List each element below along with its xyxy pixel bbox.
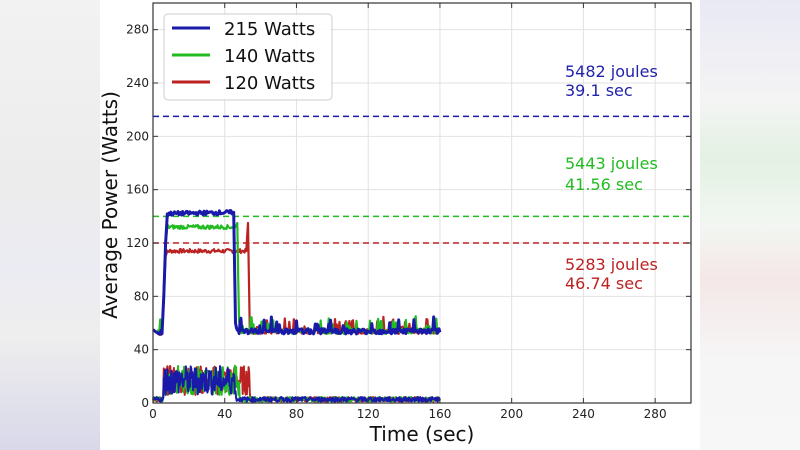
x-tick-label: 80: [289, 407, 304, 421]
annotation-120-time: 46.74 sec: [565, 274, 643, 293]
x-tick-label: 40: [217, 407, 232, 421]
power-chart: 0 40 80 120 160 200 240 280 0 40 80 120 160 200 240 280…: [100, 2, 692, 446]
annotation-120-energy: 5283 joules: [565, 255, 658, 274]
annotation-140-energy: 5443 joules: [565, 154, 658, 173]
y-axis-label: Average Power (Watts): [100, 91, 122, 319]
y-tick-label: 240: [126, 76, 149, 90]
legend-label-140: 140 Watts: [224, 46, 315, 67]
grid-lines: [152, 3, 691, 404]
axis-ticks: 0 40 80 120 160 200 240 280 0 40 80 120 160 200 240 280: [126, 3, 691, 421]
x-tick-label: 160: [428, 407, 451, 421]
legend-item-215: 215 Watts: [172, 19, 315, 40]
y-tick-label: 200: [126, 129, 149, 143]
x-tick-label: 120: [357, 407, 380, 421]
y-tick-label: 160: [126, 183, 149, 197]
legend-box: [163, 13, 333, 101]
x-tick-label: 280: [644, 407, 667, 421]
legend-item-140: 140 Watts: [172, 46, 315, 67]
axes-frame: [152, 2, 692, 404]
legend-label-215: 215 Watts: [224, 19, 315, 40]
legend-item-120: 120 Watts: [172, 73, 315, 94]
upper-trace-215: [152, 209, 442, 336]
y-tick-label: 280: [126, 23, 149, 37]
y-tick-label: 40: [134, 343, 149, 357]
background-blur-left: [0, 0, 100, 450]
annotation-215-time: 39.1 sec: [565, 81, 633, 100]
annotation-215: 5482 joules 39.1 sec: [565, 62, 658, 100]
y-tick-label: 120: [126, 236, 149, 250]
x-axis-label: Time (sec): [369, 422, 475, 446]
y-tick-label: 0: [141, 396, 149, 410]
annotation-140: 5443 joules 41.56 sec: [565, 154, 658, 194]
legend-label-120: 120 Watts: [224, 73, 315, 94]
y-tick-label: 80: [134, 289, 149, 303]
x-tick-label: 200: [500, 407, 523, 421]
chart-figure: 0 40 80 120 160 200 240 280 0 40 80 120 160 200 240 280…: [100, 0, 700, 450]
annotation-215-energy: 5482 joules: [565, 62, 658, 81]
x-tick-label: 240: [572, 407, 595, 421]
x-tick-label: 0: [149, 407, 157, 421]
annotation-140-time: 41.56 sec: [565, 175, 643, 194]
background-blur-right: [700, 0, 800, 450]
legend: 215 Watts 140 Watts 120 Watts: [163, 13, 333, 101]
annotation-120: 5283 joules 46.74 sec: [565, 255, 658, 293]
